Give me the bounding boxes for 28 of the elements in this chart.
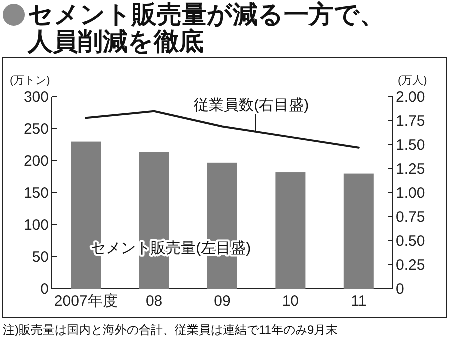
y2-tick-label: 2.00 [396,89,426,106]
x-tick-label: 08 [146,293,163,310]
y-tick-label: 300 [24,89,49,106]
x-tick-label: 2007年度 [54,293,118,310]
series-label: 従業員数(右目盛) [194,97,310,114]
y2-tick-label: 1.00 [396,185,426,202]
bar [276,172,306,289]
y2-tick-label: 1.75 [396,113,426,130]
y2-tick-label: 0.50 [396,233,426,250]
y2-tick-label: 0.75 [396,209,426,226]
x-tick-label: 11 [351,293,367,310]
y2-tick-label: 1.50 [396,137,426,154]
y-axis-title: (万トン) [10,75,50,87]
y-tick-label: 50 [32,249,49,266]
y-tick-label: 150 [24,185,49,202]
y2-axis-title: (万人) [398,75,428,87]
bar [344,174,374,289]
y2-tick-label: 0 [396,281,404,298]
y-tick-label: 100 [24,217,49,234]
y-tick-label: 250 [24,121,49,138]
x-tick-label: 09 [214,293,231,310]
chart-title: セメント販売量が減る一方で、人員削減を徹底 [28,0,386,56]
y-tick-label: 0 [40,281,49,298]
y2-tick-label: 1.25 [396,161,426,178]
y2-tick-label: 0.25 [396,257,426,274]
y-tick-label: 200 [24,153,49,170]
x-tick-label: 10 [282,293,300,310]
text: 注)販売量は国内と海外の合計、従業員は連結で11年のみ9月末 [3,323,338,337]
